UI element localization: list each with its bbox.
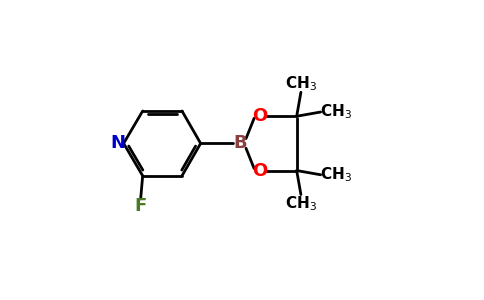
Text: CH$_3$: CH$_3$ [285, 194, 317, 213]
Text: CH$_3$: CH$_3$ [285, 74, 317, 93]
Text: O: O [253, 161, 268, 179]
Text: N: N [110, 134, 125, 152]
Text: CH$_3$: CH$_3$ [320, 103, 352, 122]
Text: B: B [233, 134, 247, 152]
Text: CH$_3$: CH$_3$ [320, 165, 352, 184]
Text: F: F [135, 197, 147, 215]
Text: O: O [253, 107, 268, 125]
